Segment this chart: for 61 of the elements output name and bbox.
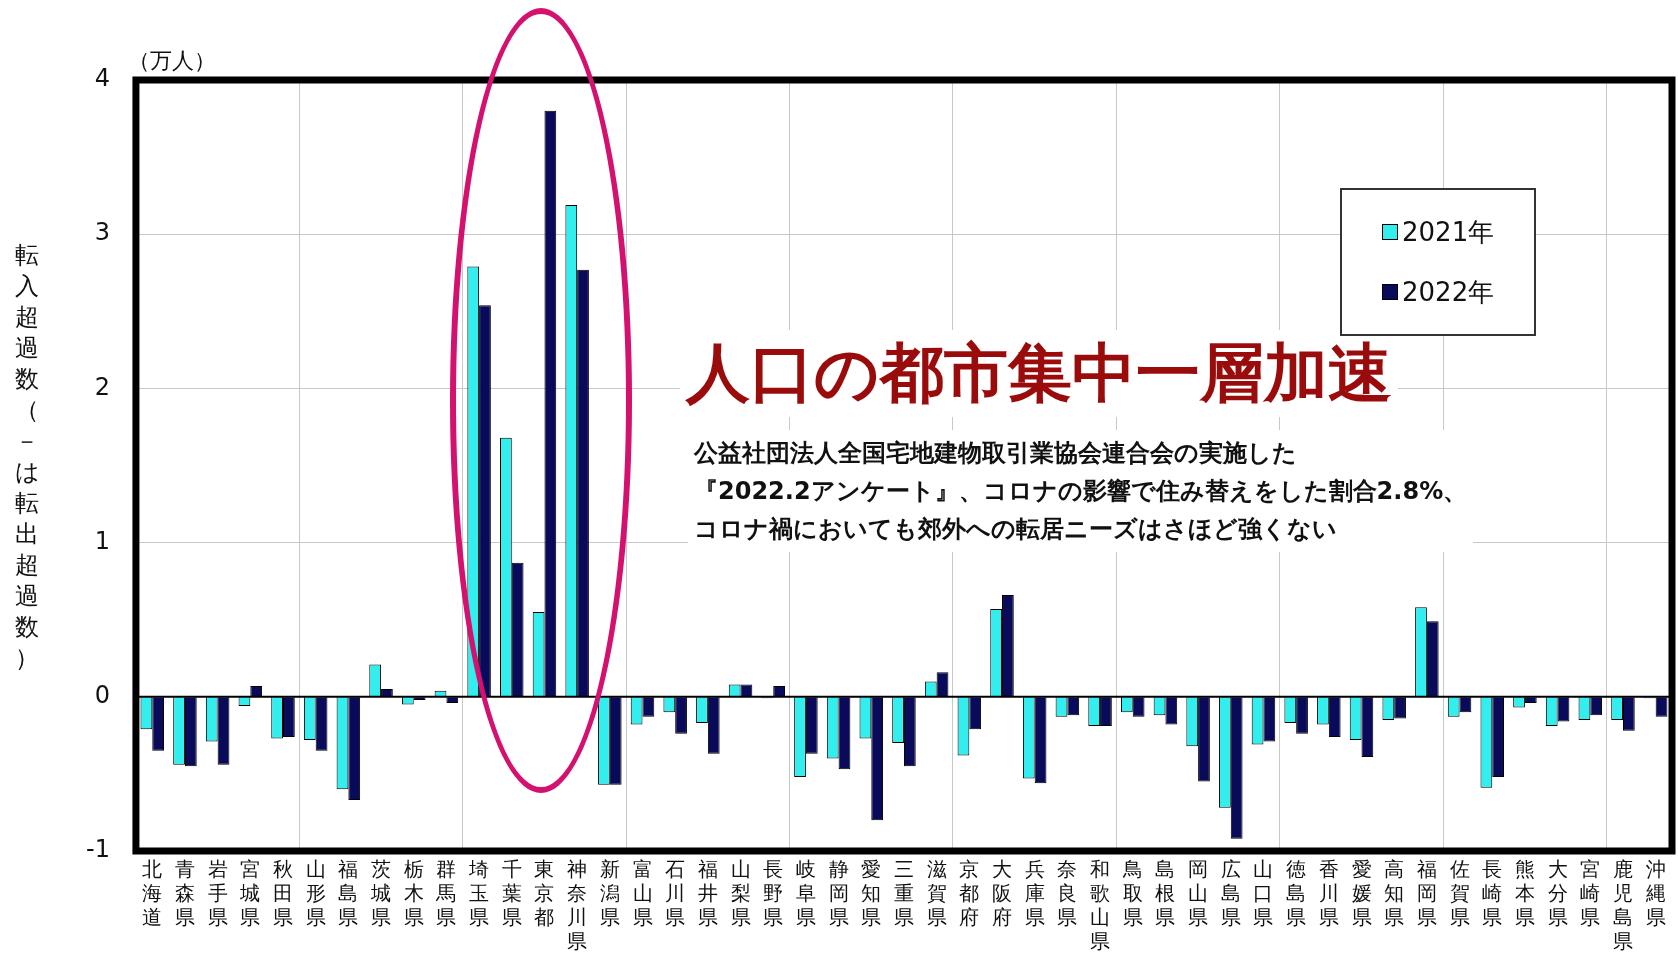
x-tick-label: 滋賀県 (926, 857, 947, 930)
legend-label: 2022年 (1402, 275, 1495, 309)
x-tick-label: 山梨県 (730, 857, 751, 930)
x-tick-label: 広島県 (1220, 857, 1241, 930)
x-tick-label: 高知県 (1384, 857, 1405, 930)
x-tick-label: 鳥取県 (1121, 857, 1143, 930)
y-tick-label: 4 (94, 64, 110, 93)
x-tick-label: 鹿児島県 (1612, 857, 1633, 954)
x-tick-label: 埼玉県 (468, 857, 490, 930)
x-tick-label: 香川県 (1318, 857, 1339, 930)
x-tick-label: 和歌山県 (1090, 857, 1111, 954)
x-tick-label: 大阪府 (992, 857, 1013, 930)
x-tick-label: 石川県 (665, 857, 686, 930)
x-tick-label: 熊本県 (1514, 857, 1535, 930)
x-tick-label: 群馬県 (435, 857, 457, 930)
y-tick-label: 0 (94, 681, 110, 710)
x-tick-label: 東京都 (534, 857, 555, 930)
x-tick-label: 京都府 (959, 857, 980, 930)
text: 人口の都市集中一層加速 (680, 330, 1398, 417)
x-tick-label: 青森県 (174, 857, 195, 930)
x-tick-label: 福岡県 (1416, 857, 1437, 930)
x-tick-label: 三重県 (893, 857, 914, 930)
x-tick-label: 神奈川県 (567, 857, 588, 954)
x-tick-label: 岩手県 (207, 857, 228, 930)
x-tick-label: 栃木県 (403, 857, 424, 930)
x-tick-label: 長崎県 (1482, 857, 1503, 930)
x-tick-label: 愛知県 (861, 857, 882, 930)
x-tick-label: 岐阜県 (795, 857, 816, 930)
x-tick-label: 宮城県 (239, 857, 261, 930)
x-tick-label: 山口県 (1253, 857, 1274, 930)
x-tick-label: 愛媛県 (1351, 857, 1372, 930)
y-tick-label: 3 (94, 218, 110, 247)
x-tick-label: 兵庫県 (1024, 857, 1045, 930)
text: （万人） (128, 47, 216, 75)
x-tick-label: 佐賀県 (1449, 857, 1470, 930)
x-tick-label: 静岡県 (828, 857, 849, 930)
y-tick-label: 1 (94, 526, 110, 555)
annotation: 公益社団法人全国宅地建物取引業協会連合会の実施した (694, 438, 1298, 469)
x-tick-label: 徳島県 (1286, 857, 1307, 930)
y-tick-label: 2 (94, 372, 110, 401)
annotation: コロナ禍においても郊外への転居ニーズはさほど強くない (694, 514, 1338, 545)
x-tick-label: 茨城県 (370, 857, 392, 930)
x-tick-label: 北海道 (142, 857, 163, 930)
x-tick-label: 福島県 (338, 857, 359, 930)
x-tick-label: 千葉県 (501, 857, 522, 930)
legend-label: 2021年 (1402, 215, 1495, 249)
text: 転入超過数（－は転出超過数） (14, 241, 40, 672)
x-tick-label: 大分県 (1547, 857, 1568, 930)
x-tick-label: 奈良県 (1057, 857, 1078, 930)
x-tick-label: 島根県 (1155, 857, 1176, 930)
x-tick-label: 新潟県 (599, 857, 620, 930)
x-tick-label: 沖縄県 (1644, 857, 1666, 930)
x-tick-label: 長野県 (763, 857, 784, 930)
x-tick-label: 富山県 (632, 857, 653, 930)
x-tick-label: 福井県 (697, 857, 718, 930)
x-tick-label: 秋田県 (273, 857, 293, 930)
x-tick-label: 宮崎県 (1580, 857, 1601, 930)
annotation: 『2022.2アンケート』、コロナの影響で住み替えをした割合2.8%、 (694, 476, 1468, 507)
y-tick-label: -1 (85, 835, 110, 864)
x-tick-label: 山形県 (305, 857, 326, 930)
x-tick-label: 岡山県 (1188, 857, 1209, 930)
